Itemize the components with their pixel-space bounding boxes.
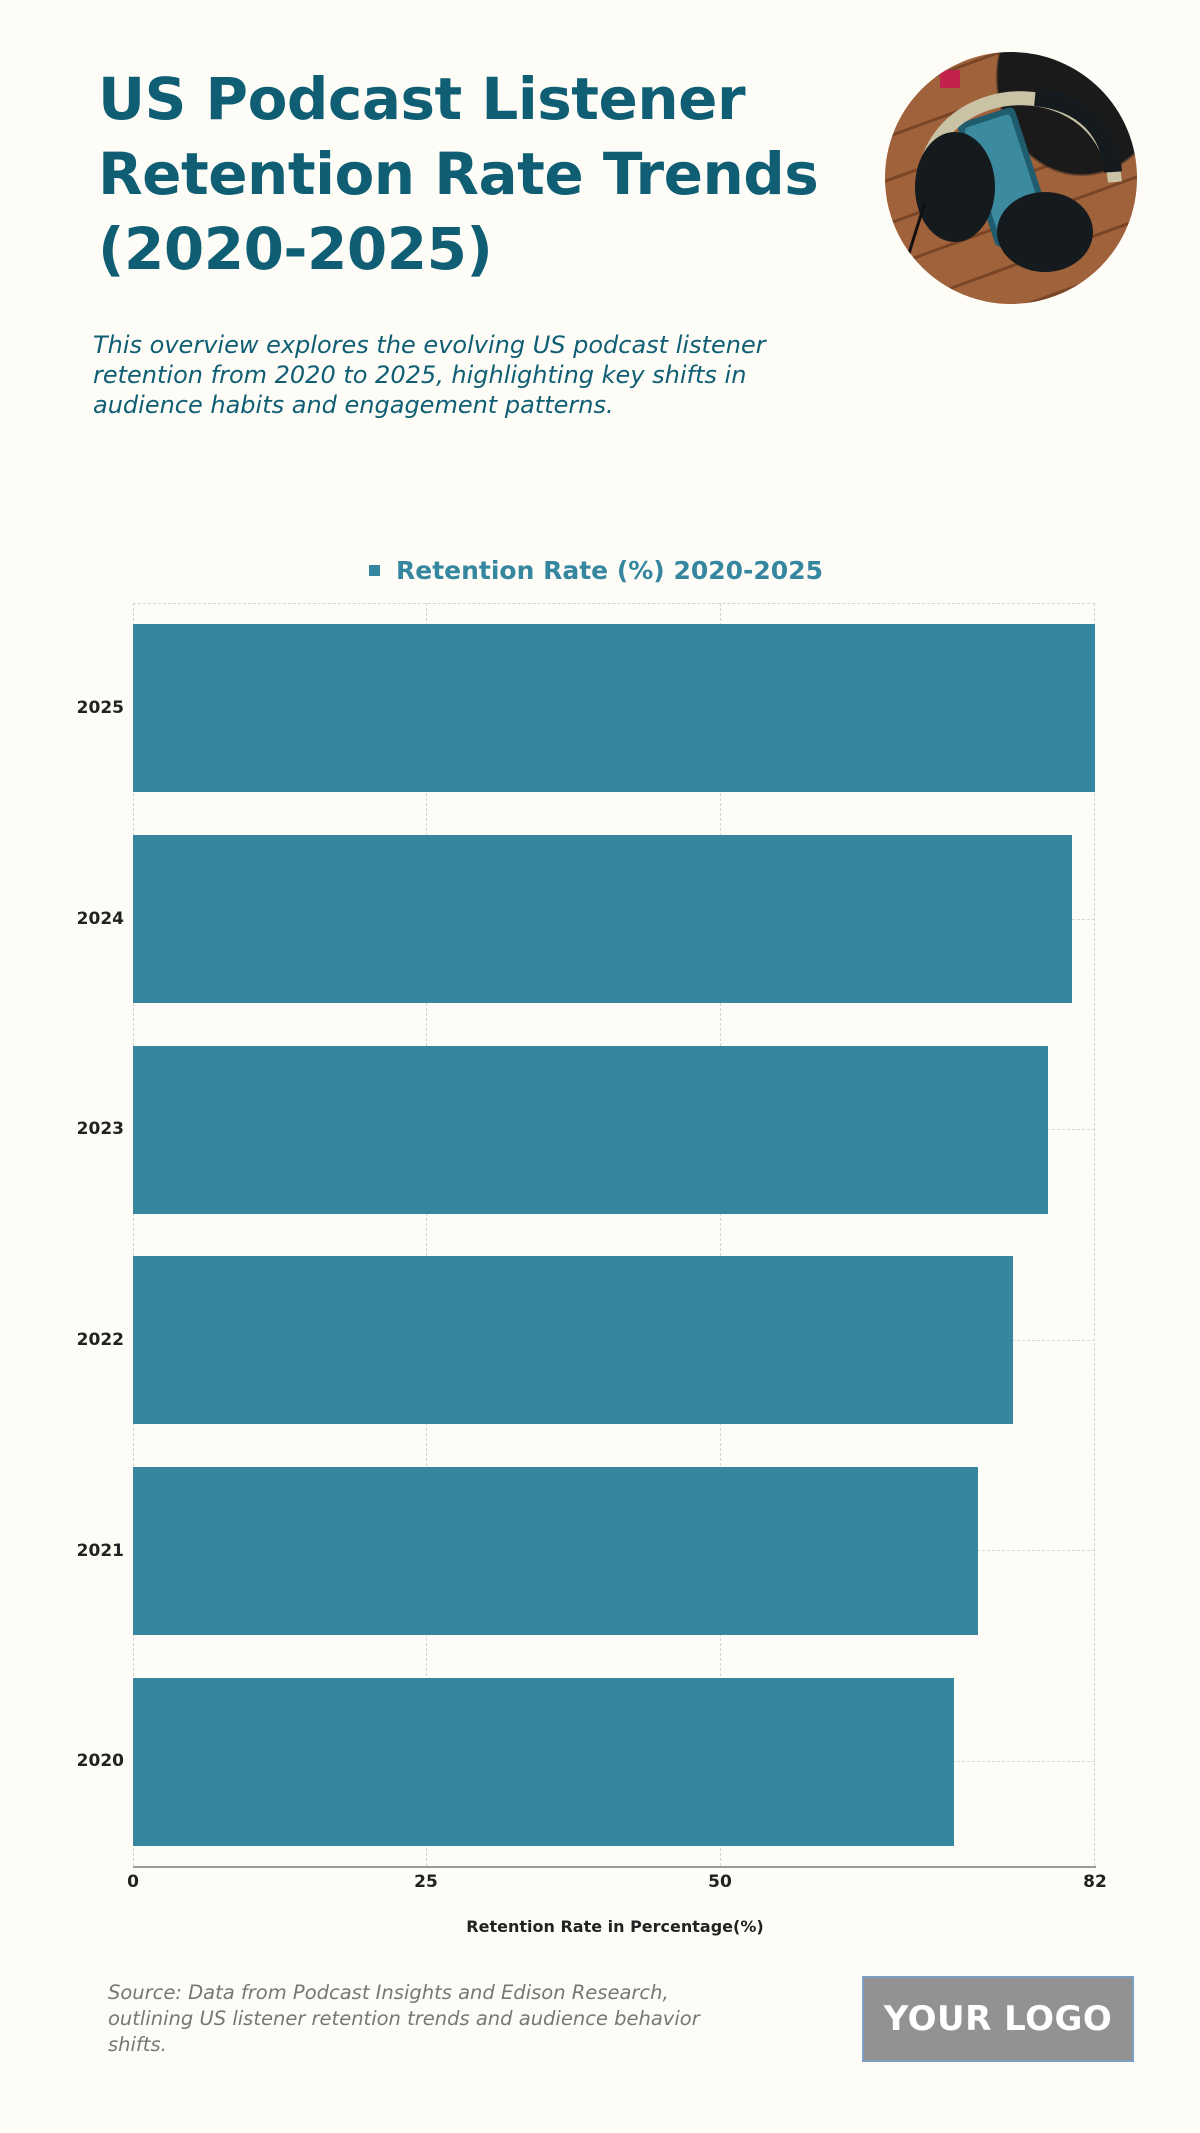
y-axis-label: 2023	[76, 1119, 124, 1139]
legend-label: Retention Rate (%) 2020-2025	[396, 555, 823, 585]
x-axis-title: Retention Rate in Percentage(%)	[466, 1917, 764, 1936]
headphones-photo	[885, 52, 1137, 304]
y-axis-label: 2020	[76, 1751, 124, 1771]
bar-2025[interactable]	[133, 624, 1095, 792]
bar-2021[interactable]	[133, 1467, 978, 1635]
legend-square-icon	[369, 564, 380, 576]
y-axis-label: 2021	[76, 1541, 124, 1561]
logo-placeholder: YOUR LOGO	[862, 1976, 1134, 2062]
x-tick-label: 82	[1083, 1872, 1107, 1892]
grid-line	[133, 603, 1095, 604]
bar-chart-plot	[133, 603, 1095, 1866]
y-axis-label: 2025	[76, 698, 124, 718]
bar-2020[interactable]	[133, 1678, 955, 1846]
bar-2022[interactable]	[133, 1256, 1013, 1424]
y-axis-label: 2024	[76, 909, 124, 929]
grid-line	[720, 603, 721, 1866]
page-title: US Podcast Listener Retention Rate Trend…	[98, 65, 819, 283]
bar-2024[interactable]	[133, 835, 1072, 1003]
bar-2023[interactable]	[133, 1046, 1049, 1214]
grid-line	[133, 603, 134, 1866]
subtitle: This overview explores the evolving US p…	[93, 331, 766, 419]
x-tick-label: 50	[708, 1872, 732, 1892]
grid-line	[426, 603, 427, 1866]
chart-legend: Retention Rate (%) 2020-2025	[0, 553, 1200, 587]
x-tick-label: 25	[414, 1872, 438, 1892]
y-axis-label: 2022	[76, 1330, 124, 1350]
grid-line	[1094, 603, 1095, 1866]
x-tick-label: 0	[127, 1872, 139, 1892]
source-note: Source: Data from Podcast Insights and E…	[108, 1981, 700, 2056]
headphones-icon	[898, 70, 1122, 283]
x-axis-line	[133, 1866, 1096, 1868]
